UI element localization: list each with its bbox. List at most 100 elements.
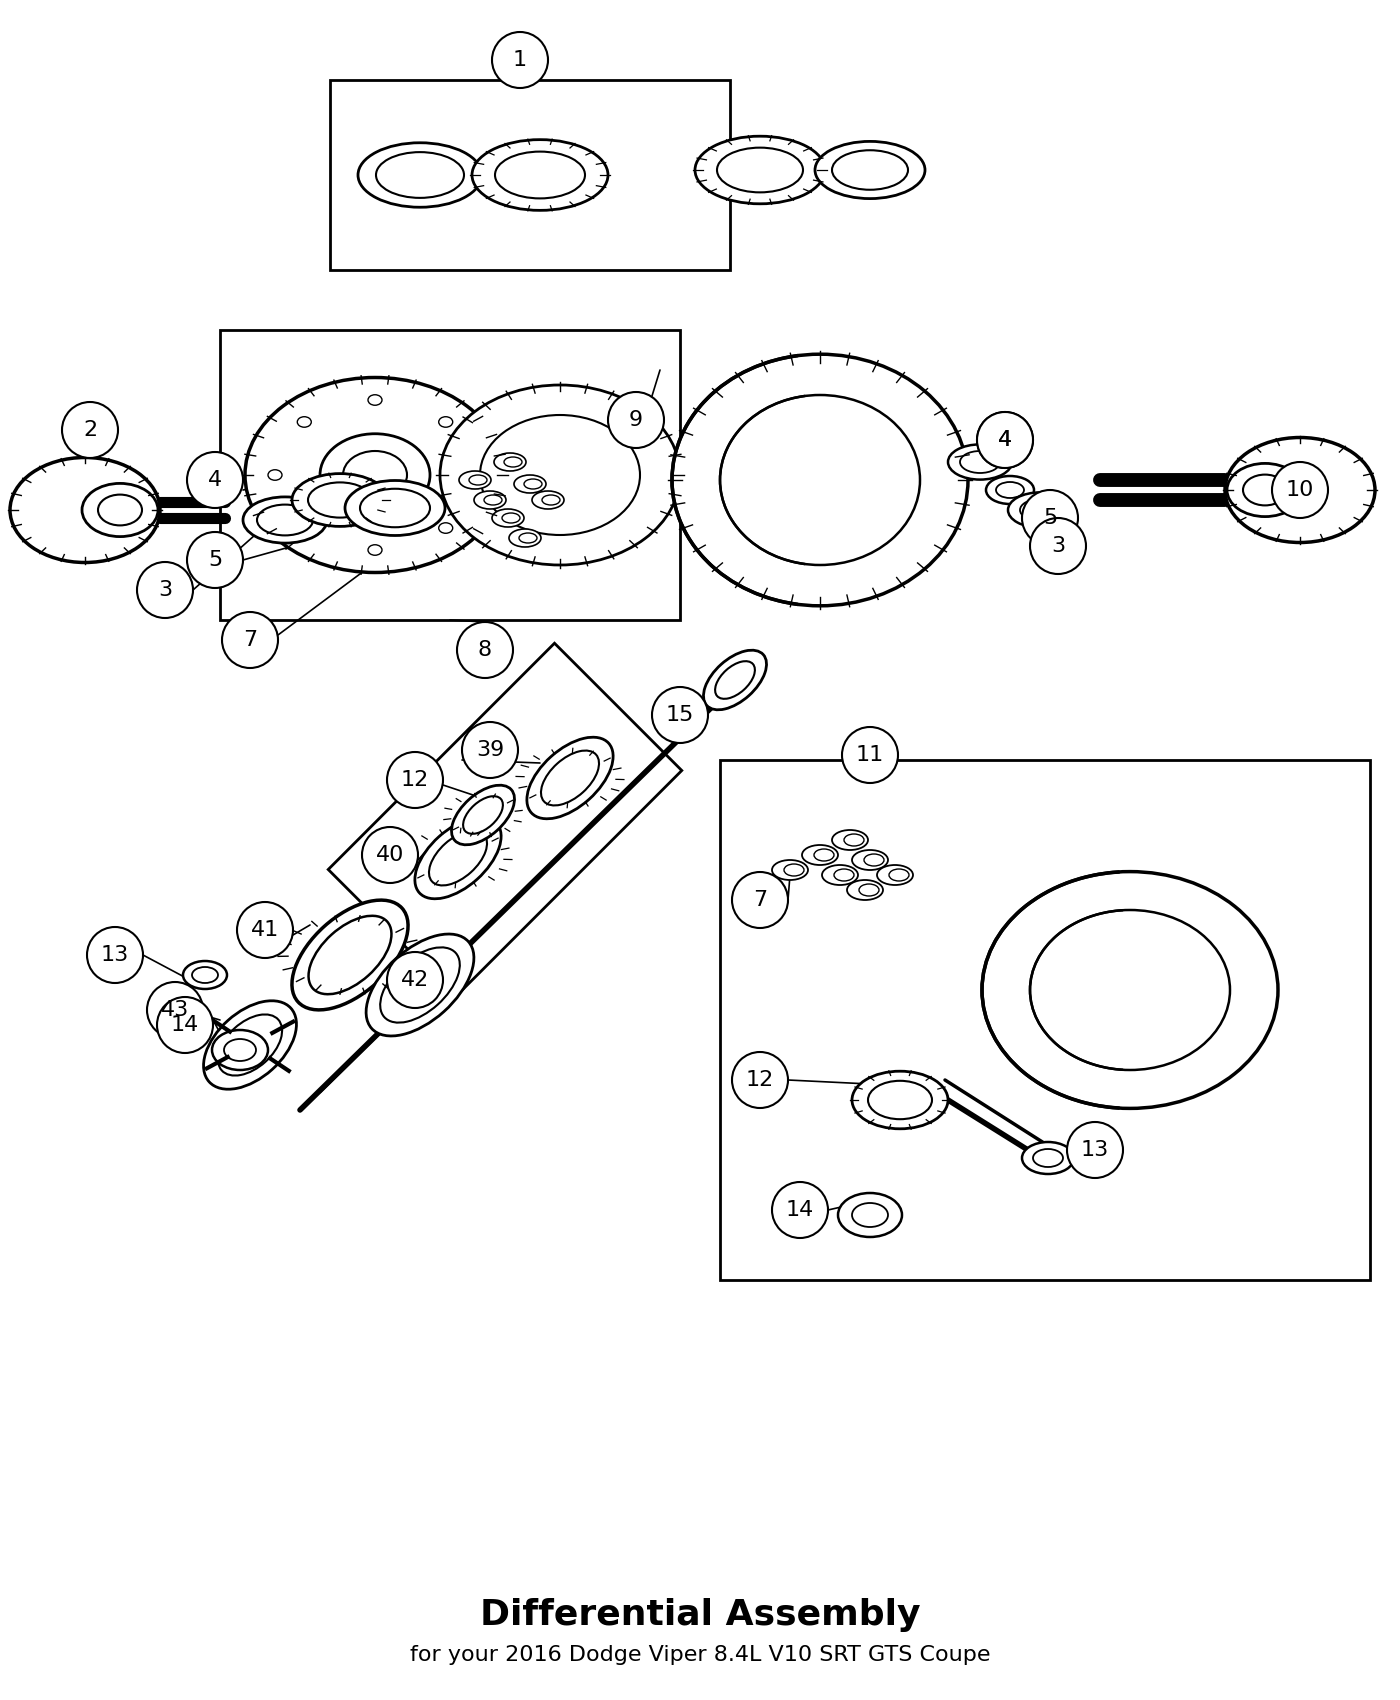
Text: 9: 9 <box>629 410 643 430</box>
Text: 7: 7 <box>753 891 767 910</box>
Text: 4: 4 <box>209 469 223 490</box>
Text: 13: 13 <box>101 945 129 966</box>
Text: 10: 10 <box>1285 479 1315 500</box>
Ellipse shape <box>948 444 1012 479</box>
Ellipse shape <box>526 738 613 819</box>
Circle shape <box>147 983 203 1039</box>
Text: 12: 12 <box>400 770 430 790</box>
Ellipse shape <box>459 471 491 490</box>
Ellipse shape <box>343 450 407 500</box>
Ellipse shape <box>472 139 608 211</box>
Ellipse shape <box>297 416 311 427</box>
Ellipse shape <box>868 1081 932 1119</box>
Ellipse shape <box>510 529 540 547</box>
Circle shape <box>652 687 708 743</box>
Ellipse shape <box>1033 1149 1063 1166</box>
Circle shape <box>1273 462 1329 518</box>
Ellipse shape <box>258 505 314 536</box>
Text: 14: 14 <box>171 1015 199 1035</box>
Ellipse shape <box>540 751 599 806</box>
Ellipse shape <box>414 818 501 899</box>
Text: 2: 2 <box>83 420 97 440</box>
Ellipse shape <box>672 354 967 605</box>
Ellipse shape <box>428 831 487 886</box>
Circle shape <box>732 1052 788 1108</box>
Text: 41: 41 <box>251 920 279 940</box>
Ellipse shape <box>224 1039 256 1061</box>
Ellipse shape <box>876 865 913 886</box>
Ellipse shape <box>853 1204 888 1227</box>
Ellipse shape <box>381 947 459 1023</box>
Ellipse shape <box>183 960 227 989</box>
Circle shape <box>1022 490 1078 546</box>
Circle shape <box>608 393 664 449</box>
Text: 11: 11 <box>855 745 885 765</box>
Text: 39: 39 <box>476 740 504 760</box>
Ellipse shape <box>267 469 281 481</box>
Text: 3: 3 <box>1051 536 1065 556</box>
Ellipse shape <box>524 479 542 490</box>
Ellipse shape <box>864 853 883 865</box>
Bar <box>720 760 1371 1280</box>
Ellipse shape <box>203 1001 297 1090</box>
Text: 42: 42 <box>400 971 430 989</box>
Ellipse shape <box>847 881 883 899</box>
Circle shape <box>462 722 518 779</box>
Circle shape <box>137 563 193 619</box>
Ellipse shape <box>475 491 505 508</box>
Ellipse shape <box>1022 1142 1074 1175</box>
Text: 5: 5 <box>1043 508 1057 529</box>
Ellipse shape <box>834 869 854 881</box>
Circle shape <box>363 826 419 882</box>
Ellipse shape <box>358 143 482 207</box>
Ellipse shape <box>484 495 503 505</box>
Ellipse shape <box>853 850 888 870</box>
Circle shape <box>62 401 118 457</box>
Text: Differential Assembly: Differential Assembly <box>480 1598 920 1632</box>
Circle shape <box>977 411 1033 468</box>
Circle shape <box>771 1182 827 1238</box>
Circle shape <box>1030 518 1086 575</box>
Ellipse shape <box>889 869 909 881</box>
Text: 43: 43 <box>161 1000 189 1020</box>
Ellipse shape <box>98 495 141 525</box>
Ellipse shape <box>995 483 1023 498</box>
Ellipse shape <box>844 835 864 847</box>
Ellipse shape <box>368 544 382 556</box>
Circle shape <box>157 996 213 1052</box>
Ellipse shape <box>451 785 515 845</box>
Circle shape <box>223 612 279 668</box>
Ellipse shape <box>832 830 868 850</box>
Circle shape <box>188 532 244 588</box>
Ellipse shape <box>1021 500 1060 520</box>
Ellipse shape <box>365 933 475 1035</box>
Ellipse shape <box>494 452 526 471</box>
Text: 4: 4 <box>998 430 1012 451</box>
Ellipse shape <box>211 1030 267 1069</box>
Ellipse shape <box>468 469 482 481</box>
Ellipse shape <box>218 1015 281 1076</box>
Ellipse shape <box>981 872 1278 1108</box>
Ellipse shape <box>245 377 505 573</box>
Text: 40: 40 <box>375 845 405 865</box>
Ellipse shape <box>321 434 430 517</box>
Ellipse shape <box>1225 437 1375 542</box>
Ellipse shape <box>10 457 160 563</box>
Ellipse shape <box>703 649 767 711</box>
Text: 15: 15 <box>666 706 694 724</box>
Ellipse shape <box>771 860 808 881</box>
Ellipse shape <box>717 148 804 192</box>
Ellipse shape <box>377 151 463 197</box>
Ellipse shape <box>815 141 925 199</box>
Ellipse shape <box>244 496 328 542</box>
Ellipse shape <box>720 394 920 564</box>
Text: 1: 1 <box>512 49 526 70</box>
Text: 3: 3 <box>158 580 172 600</box>
Ellipse shape <box>1008 493 1072 527</box>
Circle shape <box>386 952 442 1008</box>
Circle shape <box>237 903 293 959</box>
Circle shape <box>841 728 897 784</box>
Ellipse shape <box>463 796 503 833</box>
Ellipse shape <box>368 394 382 405</box>
Ellipse shape <box>469 474 487 484</box>
